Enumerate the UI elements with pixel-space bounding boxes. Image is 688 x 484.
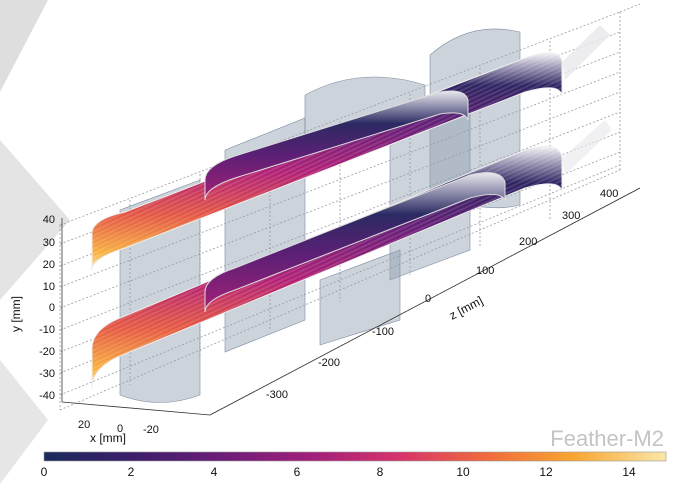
colorbar-tick-label: 10	[456, 465, 470, 479]
x-tick-label: 20	[78, 419, 90, 431]
x-tick-label: 0	[117, 423, 123, 435]
z-tick-label: 200	[519, 236, 537, 248]
x-axis: 20 0 -20 x [mm]	[61, 401, 211, 445]
colorbar-gradient	[43, 451, 667, 462]
z-tick-label: -200	[318, 357, 340, 369]
colorbar-tick-label: 2	[128, 465, 135, 479]
z-tick-label: 100	[476, 265, 494, 277]
colorbar-tick-label: 0	[41, 465, 48, 479]
z-tick-label: 0	[425, 293, 431, 305]
decor-wedge-top	[0, 0, 48, 92]
colorbar-tick-label: 12	[539, 465, 553, 479]
y-tick-label: -30	[39, 368, 55, 380]
colorbar: 0 2 4 6 8 10 12 14	[41, 451, 667, 479]
colorbar-tick-label: 6	[294, 465, 301, 479]
y-tick-label: 10	[43, 281, 55, 293]
y-tick-label: -40	[39, 390, 55, 402]
x-tick-label: -20	[143, 424, 159, 436]
z-tick-label: 300	[562, 210, 580, 222]
y-tick-label: 30	[43, 237, 55, 249]
y-tick-label: 20	[43, 259, 55, 271]
y-axis-label: y [mm]	[9, 296, 23, 332]
colorbar-tick-label: 8	[377, 465, 384, 479]
y-axis: 40 30 20 10 0 -10 -20 -30 -40 y [mm]	[9, 214, 63, 402]
z-tick-label: -100	[372, 326, 394, 338]
y-tick-label: -10	[39, 324, 55, 336]
colorbar-tick-label: 14	[622, 465, 636, 479]
decor-wedge-bottom	[0, 360, 48, 484]
colorbar-tick-label: 4	[211, 465, 218, 479]
ribbon-upper-loop	[91, 25, 612, 271]
z-tick-label: 400	[600, 188, 618, 200]
ribbon-lower-loop	[91, 145, 563, 389]
decor-wedge-middle	[0, 140, 70, 300]
y-tick-label: -20	[39, 346, 55, 358]
y-tick-label: 0	[49, 302, 55, 314]
z-axis-label: z [mm]	[447, 293, 485, 322]
y-tick-label: 40	[43, 214, 55, 226]
z-tick-label: -300	[266, 389, 288, 401]
brand-label: Feather-M2	[550, 426, 664, 451]
x-axis-label: x [mm]	[90, 431, 126, 445]
